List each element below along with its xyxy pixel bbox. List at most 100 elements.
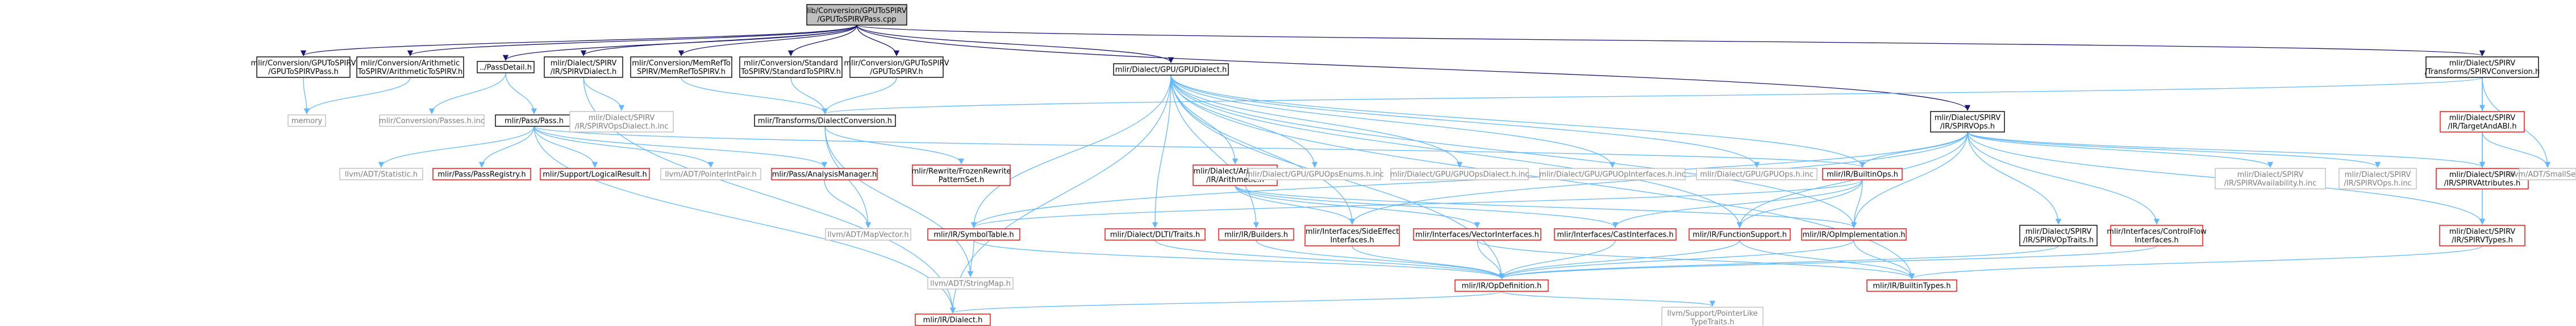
edge-root-to-spirvconversion (856, 24, 2485, 57)
node-box (256, 56, 351, 78)
edge-castinterfaces-to-opdefinition (1498, 240, 1616, 280)
node-gpuopsdialect[interactable]: mlir/Dialect/GPU/GPUOpsDialect.h.inc (1390, 168, 1529, 180)
edge-spirvops-to-spirvattributes (1967, 131, 2485, 168)
node-label-line: SPIRV/MemRefToSPIRV.h (637, 68, 726, 76)
node-spirvdialect[interactable]: mlir/Dialect/SPIRV/IR/SPIRVDialect.h (544, 56, 623, 78)
node-box (2339, 168, 2417, 189)
node-label-line: llvm/ADT/SmallSet.h (2510, 171, 2576, 179)
edge-root-to-gpu2spirvpass_h (301, 24, 857, 57)
node-spirvattributes[interactable]: mlir/Dialect/SPIRV/IR/SPIRVAttributes.h (2436, 168, 2529, 189)
node-label-line: mlir/Support/LogicalResult.h (543, 171, 647, 179)
edge-opdefinition-to-dialect_h (950, 291, 1502, 314)
node-label-line: Interfaces.h (2135, 236, 2178, 245)
edge-gpudialect-to-gpuopinterfaces (1170, 75, 1616, 168)
edge-passdetail-to-passes_inc (428, 72, 506, 115)
node-gpudialect[interactable]: mlir/Dialect/GPU/GPUDialect.h (1113, 63, 1229, 76)
node-label-line: llvm/Support/PointerLike (1667, 310, 1757, 318)
node-spirvavailability_inc[interactable]: mlir/Dialect/SPIRV/IR/SPIRVAvailability.… (2215, 168, 2326, 189)
node-pointerintpair[interactable]: llvm/ADT/PointerIntPair.h (660, 168, 761, 180)
edge-root-to-gpu2spirv_h (856, 24, 900, 57)
node-logicalresult[interactable]: mlir/Support/LogicalResult.h (540, 168, 650, 180)
node-label-line: mlir/Pass/Pass.h (505, 117, 564, 126)
node-label-line: mlir/IR/SymbolTable.h (933, 231, 1014, 240)
node-passdetail[interactable]: ../PassDetail.h (477, 61, 535, 73)
node-mapvector[interactable]: llvm/ADT/MapVector.h (825, 228, 911, 241)
node-box (806, 4, 907, 26)
edge-pass_h-to-pointerintpair (533, 126, 714, 168)
edge-root-to-std2spirv (787, 24, 857, 57)
node-label-line: mlir/Conversion/Arithmetic (361, 59, 460, 68)
node-analysismanager[interactable]: mlir/Pass/AnalysisManager.h (771, 168, 878, 180)
node-label-line: memory (291, 117, 323, 126)
node-label-line: /IR/SPIRVDialect.h (551, 68, 617, 76)
node-gpu2spirv_h[interactable]: mlir/Conversion/GPUToSPIRV/GPUToSPIRV.h (844, 56, 949, 78)
node-opdefinition[interactable]: mlir/IR/OpDefinition.h (1454, 279, 1549, 292)
node-label-line: mlir/Dialect/GPU/GPUOps.h.inc (1700, 171, 1813, 179)
node-box (912, 164, 1011, 186)
edge-gpudialect-to-builders (1170, 75, 1260, 229)
node-spirvops_inc[interactable]: mlir/Dialect/SPIRV/IR/SPIRVOps.h.inc (2339, 168, 2417, 189)
node-spirvopsdialect_inc[interactable]: mlir/Dialect/SPIRV/IR/SPIRVOpsDialect.h.… (569, 111, 674, 133)
node-passregistry[interactable]: mlir/Pass/PassRegistry.h (432, 168, 531, 180)
node-gpuopinterfaces[interactable]: mlir/Dialect/GPU/GPUOpInterfaces.h.inc (1539, 168, 1686, 180)
node-label-line: mlir/Dialect/SPIRV (2345, 171, 2411, 179)
node-gpuops_inc[interactable]: mlir/Dialect/GPU/GPUOps.h.inc (1696, 168, 1818, 180)
node-box (1930, 111, 2005, 133)
edge-vectorinterfaces-to-builtintypes (1477, 240, 1915, 280)
node-spirvtypes[interactable]: mlir/Dialect/SPIRV/IR/SPIRVTypes.h (2439, 225, 2525, 246)
node-gpu2spirvpass_h[interactable]: mlir/Conversion/GPUToSPIRV/GPUToSPIRVPas… (251, 56, 356, 78)
node-castinterfaces[interactable]: mlir/Interfaces/CastInterfaces.h (1554, 228, 1677, 241)
node-box (2215, 168, 2326, 189)
node-label-line: /IR/SPIRVTypes.h (2452, 236, 2513, 245)
node-spirvops[interactable]: mlir/Dialect/SPIRV/IR/SPIRVOps.h (1930, 111, 2005, 133)
node-smallset[interactable]: llvm/ADT/SmallSet.h (2510, 168, 2576, 180)
node-functionsupport[interactable]: mlir/IR/FunctionSupport.h (1689, 228, 1791, 241)
edge-spirvops-to-symboltable (970, 131, 1968, 229)
node-box (771, 168, 878, 180)
node-memref2spirv[interactable]: mlir/Conversion/MemRefToSPIRV/MemRefToSP… (630, 56, 732, 78)
node-label-line: mlir/Interfaces/VectorInterfaces.h (1415, 231, 1539, 240)
node-vectorinterfaces[interactable]: mlir/Interfaces/VectorInterfaces.h (1413, 228, 1541, 241)
node-symboltable[interactable]: mlir/IR/SymbolTable.h (927, 228, 1020, 241)
node-dltitraits[interactable]: mlir/Dialect/DLTI/Traits.h (1104, 228, 1206, 241)
node-box (825, 228, 911, 241)
edge-sideeffect-to-opdefinition (1352, 245, 1505, 280)
node-opimplementation[interactable]: mlir/IR/OpImplementation.h (1801, 228, 1907, 241)
node-targetandabi[interactable]: mlir/Dialect/SPIRV/IR/TargetAndABI.h (2440, 111, 2525, 133)
node-arith2spirv[interactable]: mlir/Conversion/ArithmeticToSPIRV/Arithm… (356, 56, 464, 78)
node-label-line: mlir/Dialect/GPU/GPUOpsDialect.h.inc (1390, 171, 1529, 179)
node-statistic[interactable]: llvm/ADT/Statistic.h (339, 168, 423, 180)
node-box (1696, 168, 1818, 180)
edge-pass_h-to-builtinops (533, 126, 1865, 168)
node-box (287, 114, 326, 127)
node-label-line: /IR/SPIRVOps.h (1940, 122, 1995, 131)
node-spirvoptraits[interactable]: mlir/Dialect/SPIRV/IR/SPIRVOpTraits.h (2019, 225, 2098, 246)
node-stringmap[interactable]: llvm/ADT/StringMap.h (927, 277, 1014, 290)
node-builtintypes[interactable]: mlir/IR/BuiltinTypes.h (1866, 279, 1957, 292)
node-builders[interactable]: mlir/IR/Builders.h (1218, 228, 1294, 241)
node-passes_inc[interactable]: mlir/Conversion/Passes.h.inc (379, 114, 485, 127)
node-label-line: mlir/Pass/AnalysisManager.h (772, 171, 877, 179)
node-gpuopsenums[interactable]: mlir/Dialect/GPU/GPUOpsEnums.h.inc (1245, 168, 1384, 180)
node-spirvconversion[interactable]: mlir/Dialect/SPIRV/Transforms/SPIRVConve… (2425, 56, 2540, 78)
node-label-line: mlir/Dialect/GPU/GPUDialect.h (1115, 66, 1227, 75)
node-label-line: mlir/Dialect/SPIRV (589, 114, 655, 122)
edge-spirvops-to-spirvavailability_inc (1967, 131, 2274, 168)
node-memory[interactable]: memory (287, 114, 326, 127)
edge-dltitraits-to-opdefinition (1154, 240, 1505, 280)
node-box (1390, 168, 1529, 180)
node-label-line: mlir/Conversion/GPUToSPIRV (251, 59, 356, 68)
node-label-line: PatternSet.h (939, 176, 985, 184)
node-dialect_h[interactable]: mlir/IR/Dialect.h (915, 313, 991, 326)
node-box (1104, 228, 1206, 241)
node-pass_h[interactable]: mlir/Pass/Pass.h (495, 114, 573, 127)
node-label-line: mlir/IR/Builders.h (1224, 231, 1288, 240)
node-dialectconversion[interactable]: mlir/Transforms/DialectConversion.h (754, 114, 896, 127)
node-std2spirv[interactable]: mlir/Conversion/StandardToSPIRV/Standard… (739, 56, 843, 78)
node-builtinops[interactable]: mlir/IR/BuiltinOps.h (1822, 168, 1903, 180)
edge-gpudialect-to-symboltable (970, 75, 1172, 229)
